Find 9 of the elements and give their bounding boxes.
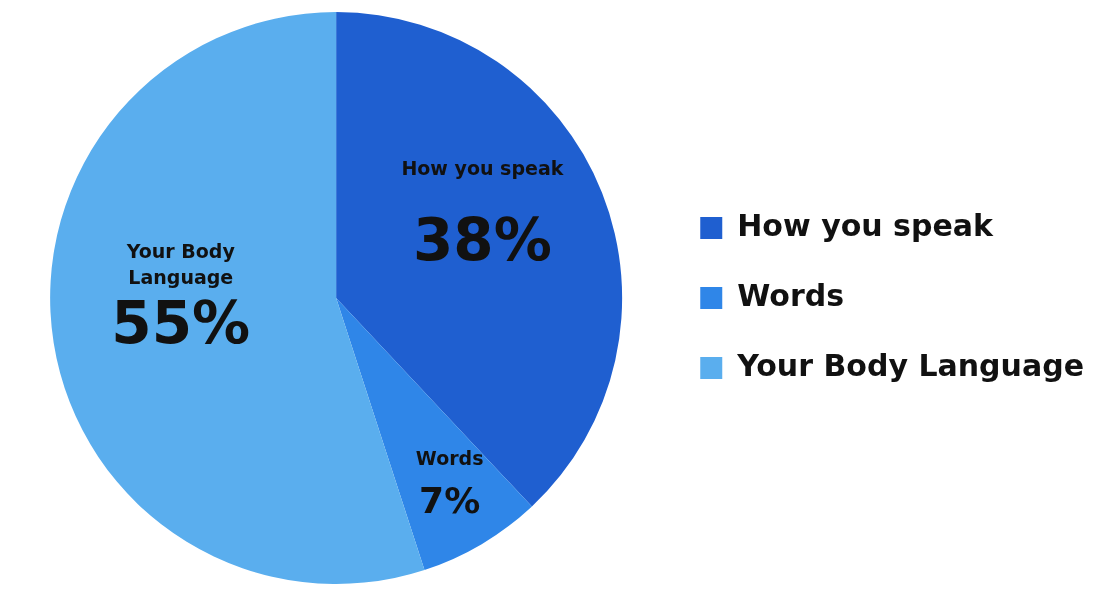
- data-label: 7%: [419, 480, 481, 522]
- slice-label: How you speak: [401, 157, 564, 180]
- data-label: 38%: [412, 206, 552, 275]
- slice-label: Words: [415, 446, 484, 469]
- legend-label: Your Body Language: [736, 347, 1085, 383]
- legend-label: Words: [737, 277, 845, 313]
- data-label: 55%: [111, 288, 251, 357]
- slice-label: Your Body Language: [125, 239, 236, 288]
- legend-label: How you speak: [737, 207, 995, 243]
